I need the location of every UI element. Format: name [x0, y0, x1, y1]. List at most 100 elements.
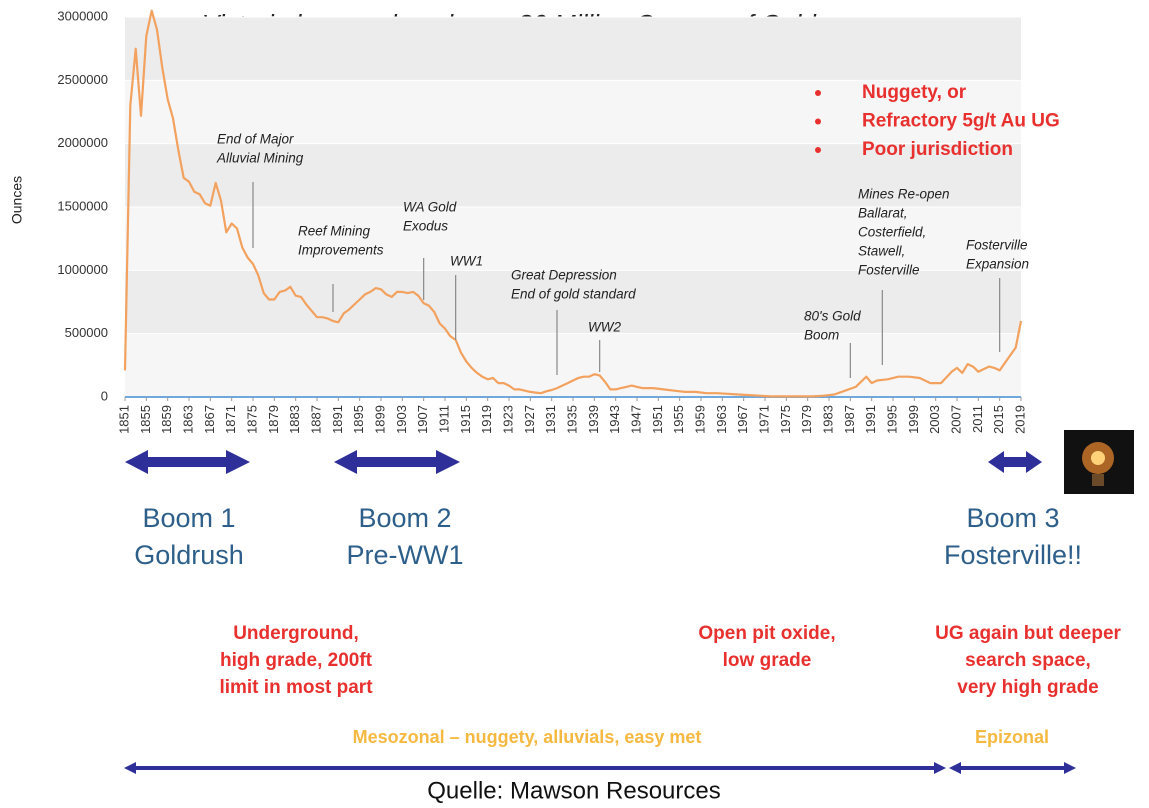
x-tick-label: 1959 [692, 405, 707, 434]
x-tick-label: 1983 [820, 405, 835, 434]
x-tick-label: 1947 [628, 405, 643, 434]
x-tick-label: 1895 [351, 405, 366, 434]
annotation-text: Fosterville [966, 238, 1028, 253]
annotation-text: 80's Gold [804, 309, 861, 324]
boom-label: Boom 1 [142, 503, 235, 533]
y-axis-label: Ounces [9, 176, 25, 224]
boom-arrows [125, 450, 1042, 474]
x-tick-label: 2003 [927, 405, 942, 434]
x-tick-label: 2015 [991, 405, 1006, 434]
source: Quelle: Mawson Resources [427, 777, 720, 804]
x-tick-label: 2011 [970, 405, 985, 433]
annotation-text: Expansion [966, 257, 1029, 272]
annotation-text: WW2 [588, 320, 621, 335]
x-tick-label: 1975 [778, 405, 793, 434]
zone-label: Mesozonal – nuggety, alluvials, easy met [353, 727, 702, 747]
boom-label: Boom 3 [966, 503, 1059, 533]
x-tick-label: 1855 [138, 405, 153, 434]
bullet-dot [815, 147, 821, 153]
arrow [125, 450, 250, 474]
x-tick-label: 1995 [884, 405, 899, 434]
arrow [334, 450, 460, 474]
annotation-text: Great Depression [511, 268, 617, 283]
x-tick-label: 1987 [842, 405, 857, 434]
boom-label: Pre-WW1 [347, 540, 464, 570]
arrow [124, 762, 946, 774]
x-tick-label: 1883 [287, 405, 302, 434]
grid-band [125, 334, 1021, 397]
note-text: limit in most part [219, 677, 373, 698]
x-tick-label: 2007 [948, 405, 963, 434]
bullet-text: Poor jurisdiction [862, 139, 1013, 160]
boom-label: Boom 2 [358, 503, 451, 533]
note-text: high grade, 200ft [220, 650, 373, 671]
x-tick-label: 1955 [671, 405, 686, 434]
annotation-text: Ballarat, [858, 206, 908, 221]
y-tick-label: 1000000 [57, 262, 108, 277]
boom-label: Fosterville!! [944, 540, 1082, 570]
x-tick-label: 1963 [714, 405, 729, 434]
x-tick-label: 1891 [330, 405, 345, 434]
annotation-text: Costerfield, [858, 225, 926, 240]
y-tick-label: 0 [101, 388, 108, 403]
note-text: search space, [965, 650, 1091, 671]
x-tick-label: 1887 [308, 405, 323, 434]
y-tick-label: 500000 [65, 325, 108, 340]
x-tick-label: 1927 [522, 405, 537, 434]
x-tick-label: 1991 [863, 405, 878, 434]
zone-arrows [124, 762, 1076, 774]
x-tick-label: 1967 [735, 405, 750, 434]
annotation-text: Reef Mining [298, 224, 371, 239]
x-tick-label: 1971 [756, 405, 771, 434]
note-text: Underground, [233, 623, 359, 644]
x-tick-label: 1931 [543, 405, 558, 434]
annotation-text: End of Major [217, 132, 294, 147]
x-tick-label: 1999 [906, 405, 921, 434]
x-tick-label: 1903 [394, 405, 409, 434]
bullet-dot [815, 119, 821, 125]
annotation-text: Alluvial Mining [216, 151, 304, 166]
y-tick-label: 3000000 [57, 8, 108, 23]
x-tick-label: 1911 [436, 405, 451, 433]
y-tick-label: 1500000 [57, 198, 108, 213]
boom-label: Goldrush [134, 540, 244, 570]
bullet-dot [815, 90, 821, 96]
x-tick-label: 1935 [564, 405, 579, 434]
annotation-text: WA Gold [403, 200, 457, 215]
x-tick-label: 1871 [223, 405, 238, 434]
x-tick-label: 1863 [180, 405, 195, 434]
x-tick-label: 1939 [586, 405, 601, 434]
bullet-text: Refractory 5g/t Au UG [862, 111, 1060, 132]
x-tick-label: 1867 [202, 405, 217, 434]
bulb-base [1092, 474, 1104, 486]
x-tick-label: 1859 [159, 405, 174, 434]
x-tick-label: 1851 [116, 405, 131, 434]
grid-band [125, 17, 1021, 80]
bulb-image [1064, 430, 1134, 494]
zone-label: Epizonal [975, 727, 1049, 747]
x-tick-label: 1923 [500, 405, 515, 434]
annotation-text: End of gold standard [511, 287, 636, 302]
annotation-text: Boom [804, 328, 839, 343]
arrow [988, 451, 1042, 473]
x-tick-label: 1875 [244, 405, 259, 434]
plot: 0500000100000015000002000000250000030000… [57, 8, 1029, 433]
annotation-text: Improvements [298, 243, 384, 258]
x-tick-label: 1907 [415, 405, 430, 434]
bulb-filament [1091, 451, 1105, 465]
y-tick-label: 2500000 [57, 72, 108, 87]
arrow [949, 762, 1076, 774]
x-tick-label: 1951 [650, 405, 665, 434]
note-text: Open pit oxide, [698, 623, 835, 644]
x-tick-label: 2019 [1012, 405, 1027, 434]
page: {"chart_data": {"type": "line", "title":… [0, 0, 1149, 808]
x-tick-label: 1919 [479, 405, 494, 434]
note-text: low grade [723, 650, 812, 671]
annotation-text: Mines Re-open [858, 187, 950, 202]
x-tick-label: 1879 [266, 405, 281, 434]
note-text: UG again but deeper [935, 623, 1121, 644]
annotation-text: WW1 [450, 254, 483, 269]
x-tick-label: 1915 [458, 405, 473, 434]
note-text: very high grade [957, 677, 1099, 698]
x-tick-label: 1979 [799, 405, 814, 434]
